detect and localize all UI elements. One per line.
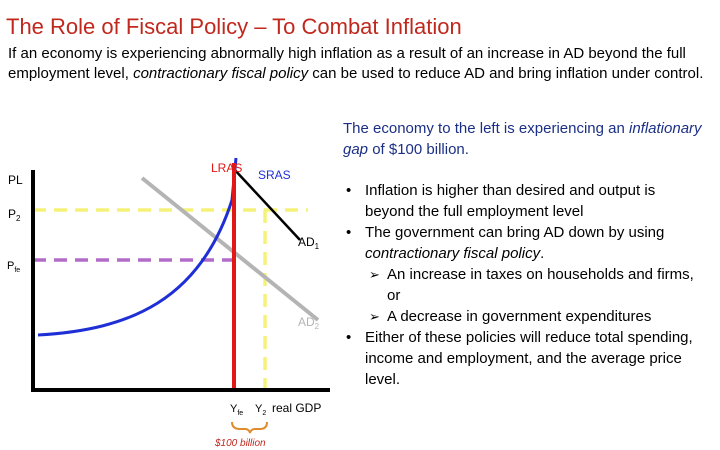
- bullet-dot-icon: •: [346, 224, 352, 241]
- bullet-item: • Inflation is higher than desired and ou…: [343, 180, 703, 222]
- gap-note-end: of $100 billion.: [368, 141, 469, 158]
- sub-bullet-text: A decrease in government expenditures: [387, 308, 652, 325]
- x-axis-label: real GDP: [272, 401, 321, 415]
- ad-as-diagram: PL P2 Pfe LRAS SRAS AD1 AD2 Yfe Y2 real …: [7, 157, 330, 449]
- bullet-text: The government can bring AD down by usin…: [365, 224, 665, 241]
- sras-curve: [37, 157, 238, 337]
- bullet-item: • Either of these policies will reduce to…: [343, 327, 703, 390]
- intro-text-end: can be used to reduce AD and bring infla…: [308, 65, 704, 82]
- p2-label: P2: [8, 207, 21, 223]
- intro-paragraph: If an economy is experiencing abnormally…: [8, 44, 708, 84]
- pfe-label: Pfe: [7, 260, 20, 274]
- bullet-item: • The government can bring AD down by usi…: [343, 222, 703, 264]
- gap-note-italic-term: inflationary gap: [343, 120, 702, 158]
- intro-italic-term: contractionary fiscal policy: [133, 65, 309, 82]
- ad1-curve: [232, 167, 301, 241]
- lras-label: LRAS: [211, 161, 242, 175]
- slide-title: The Role of Fiscal Policy – To Combat In…: [6, 14, 462, 39]
- y2-label: Y2: [255, 403, 266, 417]
- bullet-text: Inflation is higher than desired and out…: [365, 182, 656, 220]
- bullet-list: • Inflation is higher than desired and ou…: [343, 180, 703, 390]
- bullet-text: Either of these policies will reduce tot…: [365, 329, 693, 388]
- gap-note-start: The economy to the left is experiencing …: [343, 120, 629, 137]
- gap-brace: [231, 421, 268, 434]
- sub-bullet-item: ➢ An increase in taxes on households and …: [343, 264, 703, 306]
- sras-label: SRAS: [258, 168, 291, 182]
- bullet-text-end: .: [540, 245, 545, 262]
- ad2-label: AD2: [298, 315, 320, 331]
- sub-bullet-item: ➢ A decrease in government expenditures: [343, 306, 703, 327]
- inflationary-gap-note: The economy to the left is experiencing …: [343, 118, 713, 160]
- ad2-curve: [140, 176, 320, 322]
- yfe-label: Yfe: [230, 403, 243, 417]
- ad1-label: AD1: [298, 235, 320, 251]
- y-axis-label: PL: [8, 173, 23, 187]
- gap-amount-label: $100 billion: [214, 438, 266, 449]
- bullet-dot-icon: •: [346, 182, 352, 199]
- arrow-bullet-icon: ➢: [369, 309, 380, 324]
- bullet-dot-icon: •: [346, 329, 352, 346]
- intro-text-start: If an economy is experiencing abnormally…: [8, 45, 686, 82]
- arrow-bullet-icon: ➢: [369, 267, 380, 282]
- sub-bullet-text: An increase in taxes on households and f…: [387, 266, 694, 304]
- bullet-italic-term: contractionary fiscal policy: [365, 245, 541, 262]
